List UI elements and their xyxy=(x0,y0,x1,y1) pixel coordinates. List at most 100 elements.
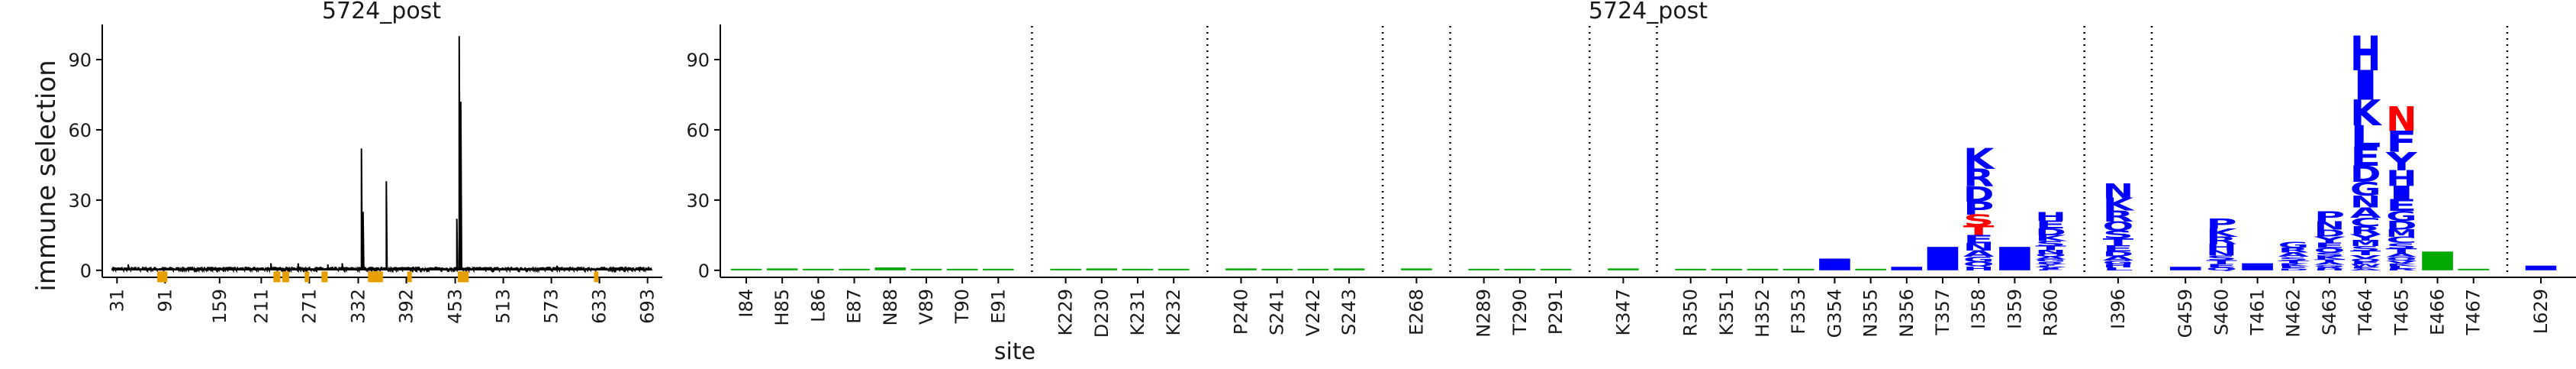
logo-letter: Y xyxy=(2314,235,2346,244)
left-chart-title: 5724_post xyxy=(322,0,441,24)
logo-letter: D xyxy=(2314,228,2346,239)
left-highlight-mark xyxy=(407,271,412,283)
logo-letter: S xyxy=(2278,256,2309,262)
letter-stack-flat xyxy=(1297,268,1329,270)
right-x-tick-label: K229 xyxy=(1055,289,1077,336)
right-x-tick-label: H85 xyxy=(771,289,793,326)
right-x-tick-label: S241 xyxy=(1267,289,1288,335)
logo-letter: S xyxy=(2103,228,2134,241)
right-x-tick-label: K232 xyxy=(1163,289,1184,336)
logo-letter: K xyxy=(2035,234,2068,243)
right-x-tick-label: I84 xyxy=(736,289,757,318)
left-line-chart: 5724_post 0 30 60 90 31 91 159 211 271 332 392 453… xyxy=(68,0,662,324)
logo-letter: S xyxy=(2035,239,2066,247)
logo-letter: H xyxy=(2386,166,2417,191)
logo-letter: Q xyxy=(2350,257,2381,263)
logo-letter: N xyxy=(2350,193,2381,212)
logo-letter: K xyxy=(2206,226,2238,240)
logo-letter: E xyxy=(2206,263,2237,268)
logo-letter: T xyxy=(2350,250,2381,257)
right-x-tick-label: S463 xyxy=(2319,289,2340,335)
right-x-tick-label: L86 xyxy=(807,289,829,322)
logo-letter: P xyxy=(2206,216,2237,232)
right-x-tick-label: H352 xyxy=(1752,289,1773,338)
letter-stack-flat xyxy=(1086,268,1118,270)
right-x-tick-label: R350 xyxy=(1680,289,1702,336)
logo-letter: T xyxy=(2314,259,2346,264)
letter-stack-flat xyxy=(1675,268,1706,270)
letter-stack-flat xyxy=(1747,268,1779,270)
right-x-tick-label: N356 xyxy=(1896,289,1918,338)
logo-letter: S xyxy=(2350,244,2381,252)
left-y-tick-label: 60 xyxy=(68,120,92,141)
logo-letter: E xyxy=(2278,265,2309,269)
logo-letter: Q xyxy=(2386,256,2417,261)
logo-letter: A xyxy=(1963,249,1995,259)
logo-letter: A xyxy=(2278,251,2309,258)
letter-stack-flat xyxy=(1608,268,1639,270)
letter-stack-flat xyxy=(1333,268,1365,270)
right-x-tick-label: E91 xyxy=(987,289,1009,324)
logo-letter: R xyxy=(2035,261,2066,264)
logo-letter: R xyxy=(2314,267,2346,270)
right-x-tick-label: K351 xyxy=(1716,289,1737,336)
logo-letter: M xyxy=(2386,228,2417,240)
letter-stack-flat xyxy=(1122,268,1154,270)
right-x-tick-label: K347 xyxy=(1612,289,1634,336)
logo-letter: D xyxy=(2350,161,2381,187)
logo-letter: E xyxy=(2350,141,2381,172)
left-series xyxy=(111,36,652,274)
logo-letter: E xyxy=(2103,244,2134,253)
letter-stack-flat xyxy=(1782,268,1814,270)
logo-letter: H xyxy=(2035,209,2066,224)
right-x-tick-label: E268 xyxy=(1406,289,1427,335)
logo-letter: G xyxy=(2278,241,2309,250)
right-x-tick-label: V242 xyxy=(1302,289,1324,336)
logo-letter: Y xyxy=(2349,232,2382,243)
logo-letter: V xyxy=(2386,260,2417,264)
logo-letter: D xyxy=(1963,183,1995,207)
logo-letter: N xyxy=(1963,241,1995,253)
logo-letter: A xyxy=(2035,256,2066,261)
logo-letter: N xyxy=(2206,248,2237,257)
logo-letter: K xyxy=(2103,195,2136,215)
logo-letter: E xyxy=(1963,233,1995,246)
logo-letter: I xyxy=(2350,62,2381,109)
logo-letter: N xyxy=(2386,99,2417,139)
logo-letter: G xyxy=(2350,178,2381,200)
logo-letter: D xyxy=(2386,218,2417,232)
logo-letter: P xyxy=(2350,266,2381,269)
logo-letter: F xyxy=(2035,269,2066,270)
left-x-tick-label: 91 xyxy=(154,289,175,312)
logo-letter: R xyxy=(2386,268,2417,271)
logo-letter: F xyxy=(2386,125,2417,160)
logo-letter: F xyxy=(2350,261,2381,266)
logo-letter: T xyxy=(2206,259,2237,265)
left-highlight-mark xyxy=(378,271,383,283)
left-x-tick-label: 271 xyxy=(298,289,320,324)
logo-letter: S xyxy=(2314,251,2346,257)
logo-letter: G xyxy=(2314,264,2346,268)
left-highlight-mark xyxy=(368,271,373,283)
logo-letter: A xyxy=(2350,205,2381,222)
y-axis-label: immune selection xyxy=(31,60,62,291)
logo-letter: D xyxy=(2278,267,2309,270)
left-y-ticks: 0 30 60 90 xyxy=(68,50,102,282)
right-x-tick-label: I359 xyxy=(2004,289,2025,329)
right-x-tick-label: T465 xyxy=(2391,289,2412,335)
logo-letter: D xyxy=(2035,227,2066,238)
right-x-tick-label: E87 xyxy=(844,289,865,324)
right-y-tick-label: 0 xyxy=(698,261,710,282)
right-x-tick-label: G354 xyxy=(1824,289,1845,338)
logo-letter: S xyxy=(2206,254,2237,262)
logo-letter: H xyxy=(2103,264,2134,269)
logo-letter: V xyxy=(2350,254,2381,261)
right-logo-chart: 5724_post 0 30 60 90 I84 H85 L86 E87 N88 V89 T90 E… xyxy=(686,0,2576,338)
letter-stack-flat xyxy=(1540,268,1572,270)
right-x-tick-label: I396 xyxy=(2107,289,2129,329)
logo-letter: E xyxy=(2386,196,2417,215)
logo-letter: Q xyxy=(2103,218,2134,234)
logo-letter: L xyxy=(2350,118,2381,154)
letter-stack-flat xyxy=(1468,268,1499,270)
